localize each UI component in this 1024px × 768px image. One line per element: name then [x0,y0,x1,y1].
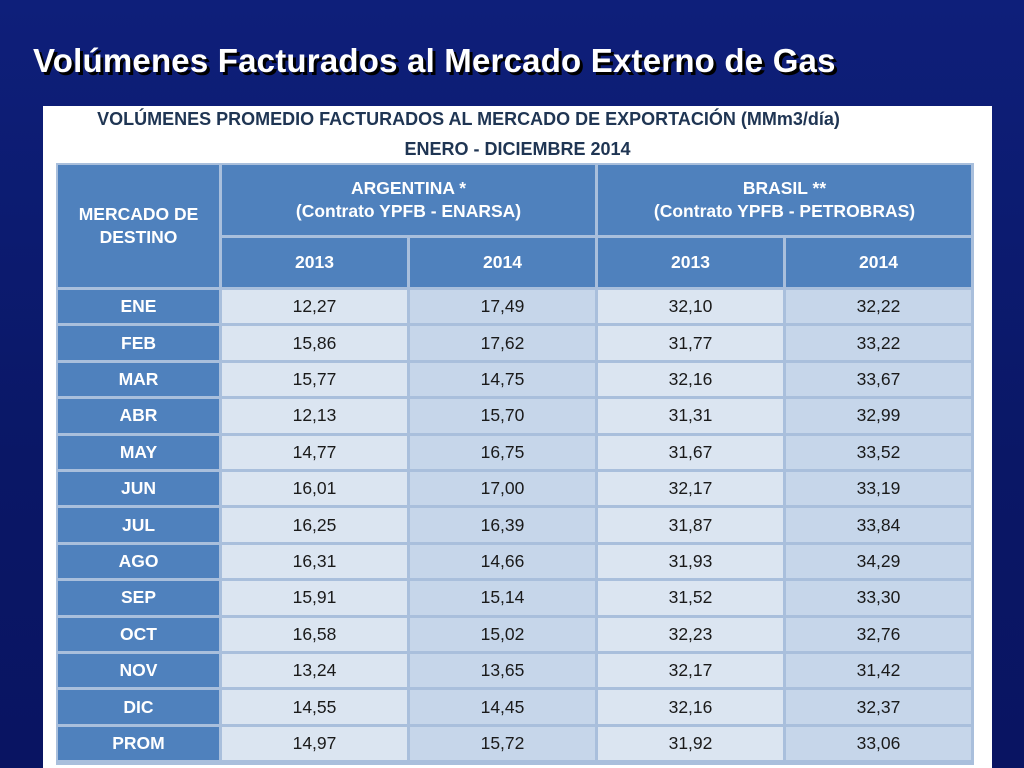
header-argentina-line2: (Contrato YPFB - ENARSA) [295,201,522,221]
table-cell-value: 31,77 [598,326,783,360]
header-year-brasil-2014: 2014 [786,238,971,287]
content-panel: VOLÚMENES PROMEDIO FACTURADOS AL MERCADO… [43,106,992,768]
table-cell-value: 31,52 [598,581,783,615]
row-month-label: MAY [58,435,219,469]
table-cell-value: 14,45 [410,690,595,724]
table-cell-value: 34,29 [786,544,971,579]
header-year-argentina-2014: 2014 [410,238,595,287]
row-month-label: AGO [58,544,219,579]
table-cell-value: 17,62 [410,326,595,360]
table-cell-value: 33,67 [786,362,971,397]
header-destino-line1: MERCADO DE [78,204,199,225]
table-cell-value: 31,31 [598,399,783,433]
header-argentina-line1: ARGENTINA * [350,178,467,199]
row-month-label: JUL [58,508,219,542]
row-month-label: FEB [58,326,219,360]
row-month-label: SEP [58,581,219,615]
table-cell-value: 32,99 [786,399,971,433]
slide-title: Volúmenes Facturados al Mercado Externo … [33,42,836,79]
row-month-label: NOV [58,654,219,688]
table-cell-value: 13,24 [222,654,407,688]
header-destino-line2: DESTINO [99,227,178,247]
table-cell-value: 15,14 [410,581,595,615]
table-cell-value: 32,37 [786,690,971,724]
table-cell-value: 16,31 [222,544,407,579]
table-cell-value: 14,55 [222,690,407,724]
table-cell-value: 14,75 [410,362,595,397]
table-cell-value: 13,65 [410,654,595,688]
table-cell-value: 33,52 [786,435,971,469]
header-destino: MERCADO DE DESTINO [58,165,219,287]
table-cell-value: 32,22 [786,290,971,324]
table-cell-value: 12,27 [222,290,407,324]
table-cell-value: 33,19 [786,472,971,506]
table-cell-value: 16,58 [222,617,407,651]
table-cell-value: 16,75 [410,435,595,469]
table-cell-value: 14,77 [222,435,407,469]
row-month-label: JUN [58,472,219,506]
table-cell-value: 32,17 [598,472,783,506]
row-month-label: OCT [58,617,219,651]
header-brasil-line1: BRASIL ** [742,178,827,199]
header-brasil: BRASIL ** (Contrato YPFB - PETROBRAS) [598,165,971,235]
table-cell-value: 33,22 [786,326,971,360]
table-cell-value: 15,91 [222,581,407,615]
table-cell-value: 32,23 [598,617,783,651]
row-month-label: ENE [58,290,219,324]
row-month-label: PROM [58,726,219,761]
table-cell-value: 14,97 [222,726,407,761]
table-cell-value: 17,49 [410,290,595,324]
table-cell-value: 32,16 [598,690,783,724]
table-cell-value: 32,76 [786,617,971,651]
table-cell-value: 15,70 [410,399,595,433]
table-cell-value: 31,93 [598,544,783,579]
table-cell-value: 31,92 [598,726,783,761]
table-title: VOLÚMENES PROMEDIO FACTURADOS AL MERCADO… [97,109,840,129]
table-cell-value: 32,10 [598,290,783,324]
row-month-label: MAR [58,362,219,397]
table-cell-value: 16,25 [222,508,407,542]
header-brasil-line2: (Contrato YPFB - PETROBRAS) [653,201,916,221]
data-table: MERCADO DE DESTINO ARGENTINA * (Contrato… [56,163,974,765]
table-cell-value: 16,01 [222,472,407,506]
table-cell-value: 33,30 [786,581,971,615]
table-cell-value: 31,87 [598,508,783,542]
table-cell-value: 15,72 [410,726,595,761]
header-year-brasil-2013: 2013 [598,238,783,287]
table-cell-value: 32,16 [598,362,783,397]
table-cell-value: 31,42 [786,654,971,688]
table-cell-value: 32,17 [598,654,783,688]
row-month-label: ABR [58,399,219,433]
table-cell-value: 16,39 [410,508,595,542]
table-cell-value: 33,06 [786,726,971,761]
table-cell-value: 15,77 [222,362,407,397]
table-cell-value: 31,67 [598,435,783,469]
table-cell-value: 33,84 [786,508,971,542]
table-cell-value: 17,00 [410,472,595,506]
header-year-argentina-2013: 2013 [222,238,407,287]
table-cell-value: 15,02 [410,617,595,651]
table-subtitle: ENERO - DICIEMBRE 2014 [404,139,631,159]
table-cell-value: 12,13 [222,399,407,433]
row-month-label: DIC [58,690,219,724]
table-cell-value: 14,66 [410,544,595,579]
header-argentina: ARGENTINA * (Contrato YPFB - ENARSA) [222,165,595,235]
table-cell-value: 15,86 [222,326,407,360]
